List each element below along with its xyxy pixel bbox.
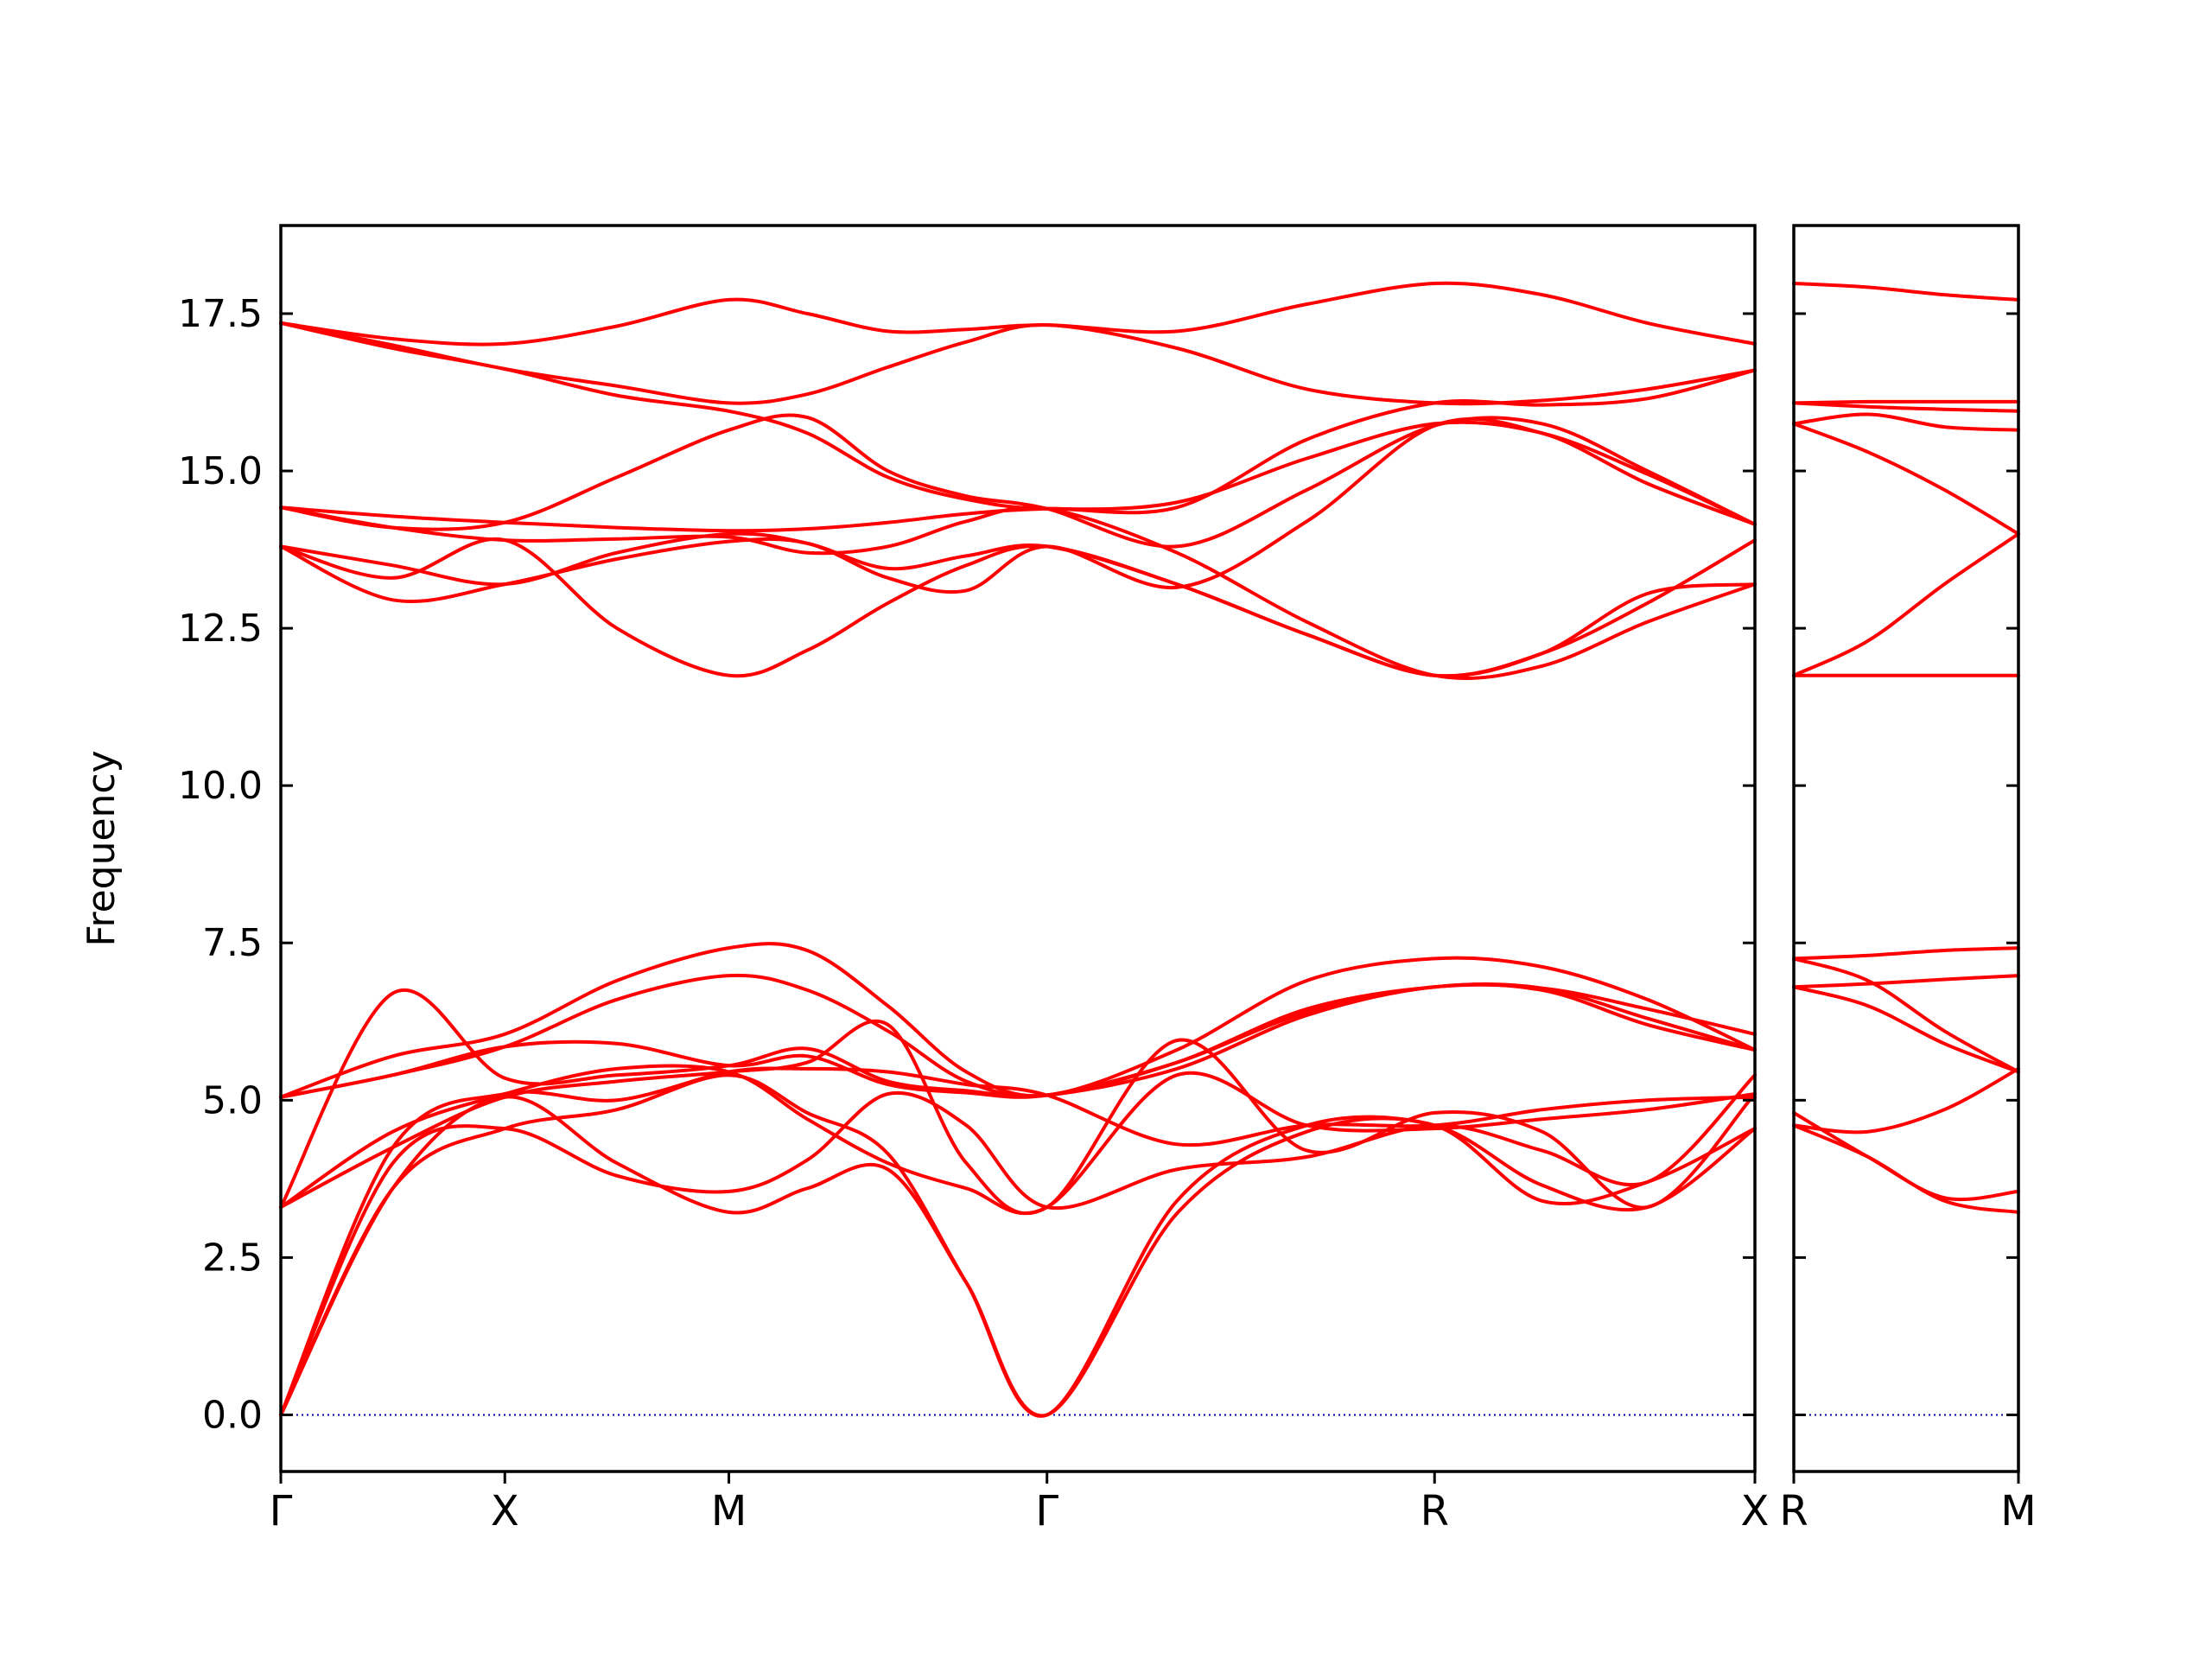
phonon-band-line xyxy=(279,1073,1757,1418)
phonon-band-line xyxy=(279,416,1757,604)
x-tick-label: M xyxy=(2000,1487,2036,1535)
phonon-band-line xyxy=(1792,1110,2020,1202)
y-tick-label: 0.0 xyxy=(202,1393,263,1437)
x-tick-label: X xyxy=(491,1487,519,1535)
y-tick-label: 17.5 xyxy=(178,292,263,336)
y-tick-label: 15.0 xyxy=(178,449,263,493)
phonon-band-line xyxy=(279,413,1757,549)
phonon-band-line xyxy=(279,505,1757,681)
phonon-band-line xyxy=(1792,985,2020,1074)
phonon-band-line xyxy=(279,1019,1757,1216)
panel-frame xyxy=(1792,224,2020,1473)
phonon-band-line xyxy=(1792,282,2020,302)
x-tick-label: R xyxy=(1779,1487,1808,1535)
phonon-band-line xyxy=(279,281,1757,346)
y-tick-label: 2.5 xyxy=(202,1236,263,1280)
phonon-band-line xyxy=(279,1064,1757,1215)
y-tick-label: 7.5 xyxy=(202,921,263,965)
phonon-band-line xyxy=(279,321,1757,406)
y-axis-label: Frequency xyxy=(79,750,124,946)
phonon-band-line xyxy=(279,1066,1757,1417)
phonon-band-line xyxy=(279,982,1757,1210)
phonon-band-line xyxy=(279,942,1757,1099)
y-tick-labels: 0.0 2.5 5.0 7.5 10.0 12.5 15.0 17.5 xyxy=(178,292,263,1437)
phonon-band-line xyxy=(1792,531,2020,677)
phonon-band-line xyxy=(1792,1123,2020,1214)
y-tick-label: 5.0 xyxy=(202,1078,263,1122)
phonon-band-line xyxy=(279,537,1757,678)
phonon-band-line xyxy=(279,368,1757,533)
phonon-band-line xyxy=(1792,422,2020,536)
x-tick-label: Γ xyxy=(270,1487,293,1535)
phonon-band-line xyxy=(279,982,1757,1099)
phonon-band-line xyxy=(1792,1066,2020,1135)
phonon-band-line xyxy=(1792,974,2020,989)
phonon-band-line xyxy=(1792,412,2020,432)
y-tick-label: 10.0 xyxy=(178,764,263,808)
x-tick-label: X xyxy=(1741,1487,1770,1535)
phonon-band-line xyxy=(1792,399,2020,405)
phonon-band-line xyxy=(1792,401,2020,413)
x-tick-label: Γ xyxy=(1035,1487,1058,1535)
phonon-band-line xyxy=(1792,957,2020,1074)
phonon-band-line xyxy=(279,1073,1757,1417)
panel-frame xyxy=(279,224,1757,1473)
phonon-band-line xyxy=(279,1095,1757,1418)
y-tick-label: 12.5 xyxy=(178,607,263,651)
x-tick-label: R xyxy=(1421,1487,1449,1535)
phonon-band-line xyxy=(1792,946,2020,961)
x-tick-label: M xyxy=(711,1487,747,1535)
